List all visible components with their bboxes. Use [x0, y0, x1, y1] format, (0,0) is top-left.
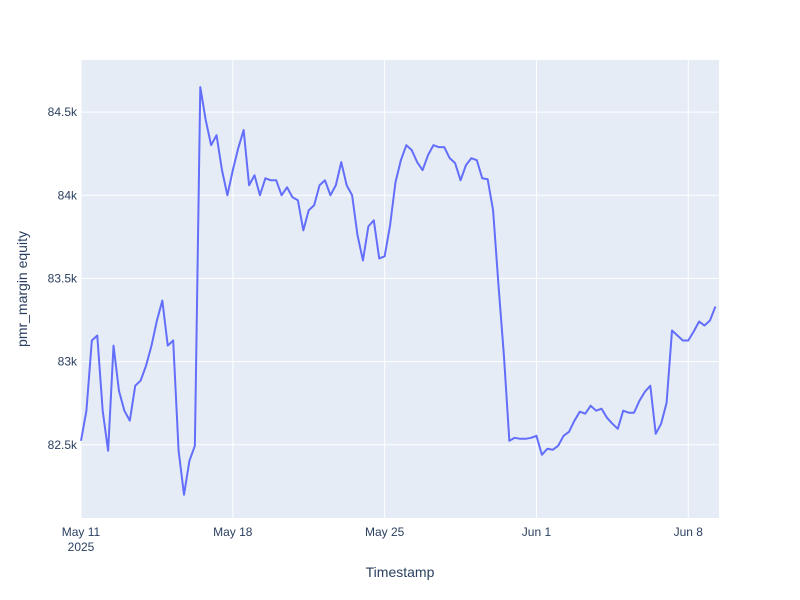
- x-axis-title: Timestamp: [366, 564, 435, 580]
- line-series: [80, 86, 717, 496]
- y-tick-label: 84.5k: [48, 105, 78, 119]
- y-tick-label: 84k: [58, 188, 78, 202]
- y-axis-title: pmr_margin equity: [14, 231, 30, 347]
- plot-area: [81, 60, 719, 518]
- y-tick-label: 82.5k: [48, 438, 78, 452]
- x-tick-label: May 18: [213, 525, 253, 539]
- x-tick-label: Jun 8: [674, 525, 704, 539]
- x-tick-label: Jun 1: [522, 525, 552, 539]
- y-tick-label: 83k: [58, 355, 78, 369]
- y-tick-label: 83.5k: [48, 271, 78, 285]
- x-tick-label: May 25: [365, 525, 405, 539]
- x-tick-label: May 11 2025: [62, 525, 101, 554]
